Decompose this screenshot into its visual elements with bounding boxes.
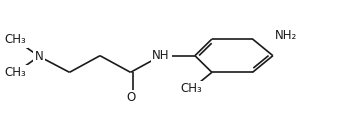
Text: N: N <box>35 50 43 63</box>
Text: CH₃: CH₃ <box>4 33 26 46</box>
Text: CH₃: CH₃ <box>181 82 202 95</box>
Text: NH₂: NH₂ <box>275 29 297 42</box>
Text: CH₃: CH₃ <box>4 66 26 79</box>
Text: O: O <box>126 91 135 104</box>
Text: NH: NH <box>152 49 170 62</box>
